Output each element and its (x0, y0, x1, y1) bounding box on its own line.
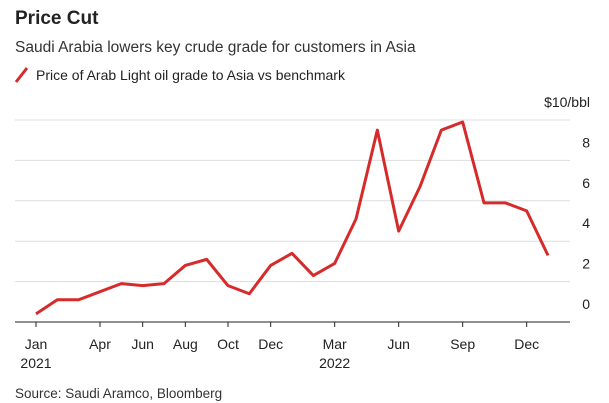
chart-subtitle: Saudi Arabia lowers key crude grade for … (15, 39, 416, 56)
x-tick-label: Aug (173, 336, 198, 352)
x-tick-label: Oct (217, 336, 239, 352)
x-tick-label: Apr (89, 336, 111, 352)
x-tick-label: Jun (131, 336, 154, 352)
y-tick-label: 0 (582, 296, 590, 312)
y-tick-label: 8 (582, 134, 590, 150)
legend-label: Price of Arab Light oil grade to Asia vs… (36, 67, 346, 83)
y-tick-label: 4 (582, 215, 590, 231)
chart-title: Price Cut (15, 8, 99, 29)
y-tick-label: $10/bbl (544, 94, 590, 110)
x-tick-label: Mar 2022 (319, 336, 350, 371)
x-tick-label: Sep (450, 336, 475, 352)
source: Source: Saudi Aramco, Bloomberg (15, 386, 222, 401)
x-tick-label: Dec (514, 336, 539, 352)
line (35, 120, 550, 316)
x-tick-label: Jun (387, 336, 410, 352)
y-tick-label: 2 (582, 256, 590, 272)
legend-swatch (14, 67, 29, 83)
x-tick-label: Jan 2021 (20, 336, 51, 371)
y-tick-label: 6 (582, 175, 590, 191)
x-tick-label: Dec (258, 336, 283, 352)
